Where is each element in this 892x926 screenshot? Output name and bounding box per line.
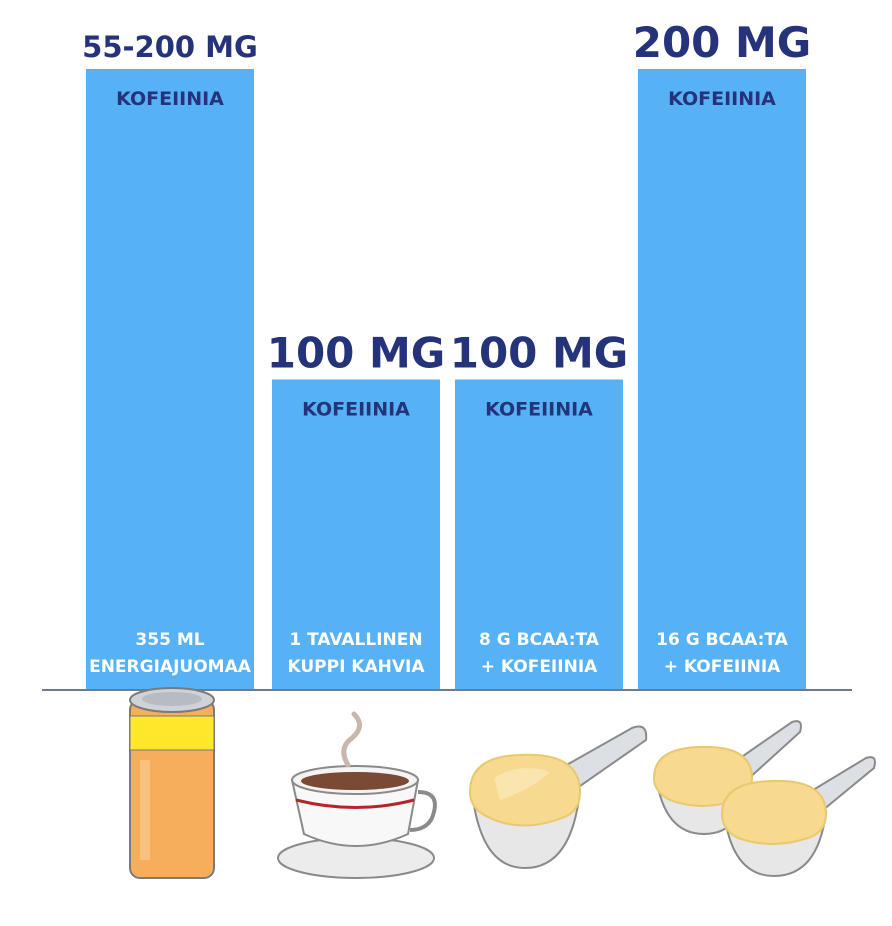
double-scoop-icon bbox=[652, 720, 876, 878]
value-label-2: 100 MG bbox=[267, 329, 446, 378]
category-label-2-line-2: KUPPI KAHVIA bbox=[287, 657, 425, 677]
bar-2 bbox=[272, 379, 440, 690]
value-label-4: 200 MG bbox=[633, 18, 812, 67]
category-label-1-line-2: ENERGIAJUOMAA bbox=[89, 657, 252, 677]
category-label-3-line-1: 8 G BCAA:TA bbox=[479, 630, 600, 650]
category-label-2-line-1: 1 TAVALLINEN bbox=[289, 630, 422, 650]
value-label-1: 55-200 MG bbox=[82, 30, 258, 64]
series-label-1: KOFEIINIA bbox=[116, 88, 224, 110]
series-label-2: KOFEIINIA bbox=[302, 399, 410, 421]
bar-4 bbox=[638, 69, 806, 690]
category-label-4-line-1: 16 G BCAA:TA bbox=[656, 630, 789, 650]
value-label-3: 100 MG bbox=[450, 329, 629, 378]
category-label-3-line-2: + KOFEIINIA bbox=[481, 657, 598, 677]
bars-group: 55-200 MG KOFEIINIA 355 ML ENERGIAJUOMAA 100… bbox=[82, 18, 811, 690]
series-label-3: KOFEIINIA bbox=[485, 399, 593, 421]
category-label-1-line-1: 355 ML bbox=[135, 630, 204, 650]
bar-1 bbox=[86, 69, 254, 690]
scoop-icon bbox=[468, 725, 648, 870]
category-label-4-line-2: + KOFEIINIA bbox=[664, 657, 781, 677]
coffee-cup-icon bbox=[277, 711, 437, 879]
series-label-4: KOFEIINIA bbox=[668, 88, 776, 110]
bar-3 bbox=[455, 379, 623, 690]
energy-drink-can-icon bbox=[129, 687, 215, 879]
